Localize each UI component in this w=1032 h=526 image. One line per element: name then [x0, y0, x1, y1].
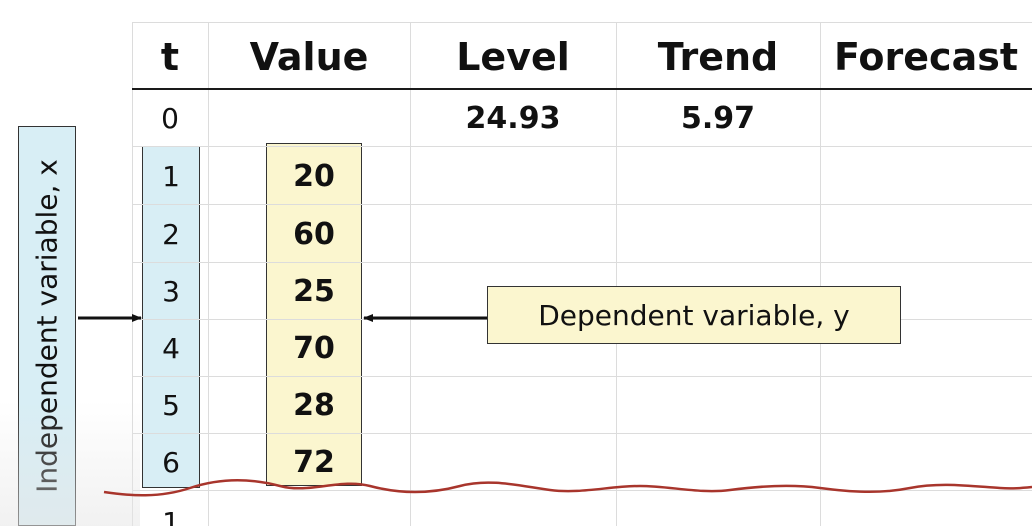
t-cell: 2: [162, 217, 180, 251]
grid-line: [616, 22, 617, 526]
t-cell: 3: [162, 274, 180, 308]
header-rule: [132, 88, 1032, 90]
header-trend: Trend: [657, 35, 779, 79]
t-cell: 0: [161, 101, 179, 135]
grid-line: [132, 262, 1032, 263]
grid-line: [410, 22, 411, 526]
independent-variable-text: Independent variable, x: [30, 159, 64, 493]
value-cell: 60: [293, 216, 335, 252]
header-t: t: [160, 35, 180, 79]
dependent-variable-text: Dependent variable, y: [538, 298, 850, 332]
independent-variable-label: Independent variable, x: [18, 126, 76, 526]
level-cell: 24.93: [465, 100, 561, 136]
value-column-highlight: [266, 143, 362, 486]
grid-line: [132, 490, 1032, 491]
header-forecast: Forecast: [834, 35, 1018, 79]
value-cell: 70: [293, 330, 335, 366]
header-value: Value: [249, 35, 369, 79]
value-cell: 25: [293, 273, 335, 309]
grid-line: [132, 433, 1032, 434]
t-cell: 4: [162, 331, 180, 365]
grid-line: [820, 22, 821, 526]
t-column-highlight: [142, 146, 200, 488]
trend-cell: 5.97: [680, 100, 756, 136]
grid-line: [132, 376, 1032, 377]
grid-line: [132, 204, 1032, 205]
t-cell: 1: [162, 159, 180, 193]
grid-line: [132, 22, 1032, 23]
t-cell: 5: [162, 388, 180, 422]
t-cell: 6: [162, 445, 180, 479]
grid-line: [132, 146, 1032, 147]
grid-line: [208, 22, 209, 526]
t-cell: 1: [162, 505, 180, 526]
squiggle-line: [103, 479, 1032, 497]
header-level: Level: [456, 35, 570, 79]
dependent-variable-label: Dependent variable, y: [487, 286, 901, 344]
value-cell: 20: [293, 158, 335, 194]
value-cell: 72: [293, 444, 335, 480]
grid-line: [132, 22, 133, 526]
value-cell: 28: [293, 387, 335, 423]
